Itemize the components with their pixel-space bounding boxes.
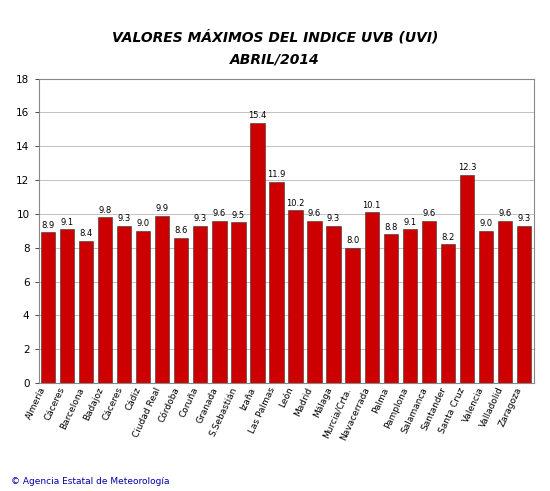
Bar [327, 226, 341, 383]
Text: 9.8: 9.8 [98, 206, 112, 215]
Text: 8.0: 8.0 [346, 236, 359, 245]
Bar [460, 175, 474, 383]
Text: © Agencia Estatal de Meteorología: © Agencia Estatal de Meteorología [11, 477, 169, 486]
Text: 9.3: 9.3 [327, 214, 340, 223]
Bar [345, 247, 360, 383]
Bar [383, 234, 398, 383]
Text: 11.9: 11.9 [267, 170, 285, 179]
Bar [231, 222, 245, 383]
Bar [60, 229, 74, 383]
Bar [136, 231, 150, 383]
Bar [155, 216, 169, 383]
Bar [498, 220, 512, 383]
Text: 9.6: 9.6 [422, 209, 436, 218]
Text: 8.9: 8.9 [41, 221, 54, 230]
Bar [193, 226, 207, 383]
Text: 10.1: 10.1 [362, 201, 381, 210]
Bar [212, 220, 227, 383]
Bar [288, 211, 302, 383]
Bar [250, 123, 265, 383]
Text: 9.0: 9.0 [480, 219, 492, 228]
Bar [98, 217, 112, 383]
Text: 9.6: 9.6 [498, 209, 512, 218]
Text: 9.0: 9.0 [136, 219, 150, 228]
Text: 12.3: 12.3 [458, 164, 476, 172]
Bar [79, 241, 94, 383]
Text: 9.5: 9.5 [232, 211, 245, 220]
Text: 9.3: 9.3 [118, 214, 131, 223]
Text: 8.6: 8.6 [174, 226, 188, 235]
Text: 8.2: 8.2 [441, 233, 454, 242]
Text: 15.4: 15.4 [248, 111, 267, 120]
Bar [478, 231, 493, 383]
Bar [403, 229, 417, 383]
Bar [117, 226, 131, 383]
Bar [365, 212, 379, 383]
Text: ABRIL/2014: ABRIL/2014 [230, 52, 320, 66]
Text: 9.1: 9.1 [403, 218, 416, 226]
Text: 9.3: 9.3 [518, 214, 531, 223]
Text: 9.6: 9.6 [308, 209, 321, 218]
Text: 9.6: 9.6 [213, 209, 226, 218]
Bar [174, 238, 189, 383]
Bar [441, 245, 455, 383]
Text: 8.4: 8.4 [79, 229, 93, 239]
Text: 8.8: 8.8 [384, 222, 398, 232]
Bar [41, 232, 55, 383]
Text: 9.9: 9.9 [156, 204, 169, 213]
Text: 9.1: 9.1 [60, 218, 74, 226]
Bar [422, 220, 436, 383]
Bar [307, 220, 322, 383]
Bar [270, 182, 284, 383]
Text: VALORES MÁXIMOS DEL INDICE UVB (UVI): VALORES MÁXIMOS DEL INDICE UVB (UVI) [112, 29, 438, 44]
Text: 10.2: 10.2 [287, 199, 305, 208]
Text: 9.3: 9.3 [194, 214, 207, 223]
Bar [517, 226, 531, 383]
